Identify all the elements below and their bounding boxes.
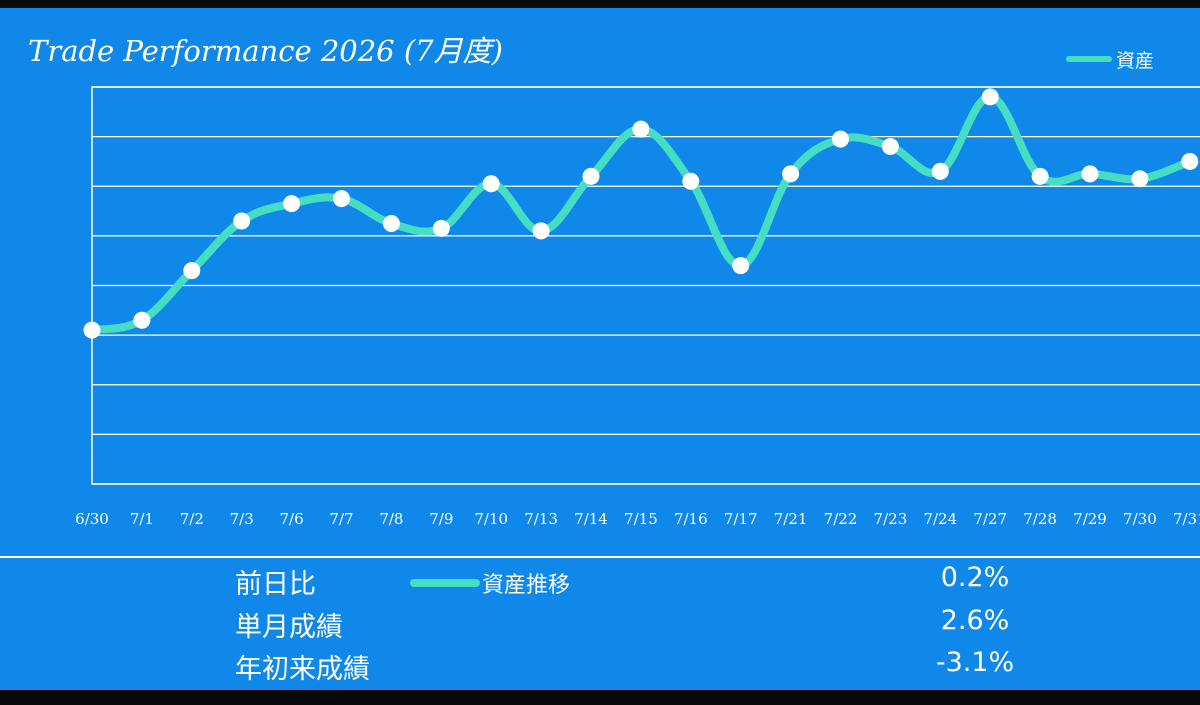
- x-tick-label: 7/6: [280, 510, 304, 528]
- x-tick-label: 7/2: [180, 510, 204, 528]
- legend-label: 資産: [1116, 49, 1155, 72]
- data-point: [782, 165, 800, 183]
- x-tick-label: 7/28: [1023, 510, 1057, 528]
- x-tick-label: 7/8: [379, 510, 403, 528]
- x-tick-label: 7/31: [1173, 510, 1200, 528]
- data-point: [83, 321, 101, 339]
- x-tick-label: 7/22: [824, 510, 858, 528]
- data-point: [832, 130, 849, 148]
- stat-label-daily-change: 前日比: [235, 569, 316, 600]
- data-point: [382, 214, 400, 232]
- x-tick-label: 7/3: [230, 510, 254, 528]
- footer-legend-swatch: [410, 579, 480, 587]
- data-point: [1081, 165, 1099, 183]
- stat-label-monthly: 単月成績: [235, 612, 343, 643]
- x-tick-label: 7/27: [973, 510, 1007, 528]
- x-tick-label: 7/21: [774, 510, 808, 528]
- x-tick-label: 7/17: [724, 510, 758, 528]
- stat-label-ytd: 年初来成績: [235, 654, 370, 685]
- data-point: [1131, 170, 1149, 188]
- data-point: [233, 212, 251, 230]
- divider: [0, 556, 1200, 558]
- data-point: [482, 175, 500, 193]
- x-tick-label: 7/16: [674, 510, 708, 528]
- x-tick-label: 7/23: [874, 510, 908, 528]
- x-tick-label: 7/14: [574, 510, 608, 528]
- x-tick-label: 7/9: [429, 510, 453, 528]
- chart-panel: Trade Performance 2026 (7月度) 資産 6/30 7/1 7…: [0, 8, 1200, 690]
- chart-title: Trade Performance 2026 (7月度): [28, 34, 503, 68]
- x-tick-label: 7/7: [329, 510, 353, 528]
- line-chart: 6/30 7/1 7/2 7/3 7/6 7/7 7/8 7/9 7/10 7/13 7/14 7/1…: [75, 86, 1200, 528]
- x-tick-label: 7/30: [1123, 510, 1157, 528]
- legend-swatch: [1066, 56, 1112, 62]
- stat-value-monthly: 2.6%: [940, 605, 1010, 636]
- x-tick-label: 7/24: [923, 510, 957, 528]
- x-tick-label: 7/1: [130, 510, 154, 528]
- footer-legend: 資産推移: [410, 568, 570, 598]
- stat-value-ytd: -3.1%: [935, 647, 1015, 678]
- x-tick-label: 7/15: [624, 510, 658, 528]
- data-point: [432, 219, 450, 237]
- data-point: [183, 262, 201, 280]
- stat-value-daily-change: 0.2%: [940, 562, 1010, 593]
- data-point: [333, 190, 350, 208]
- data-point: [1181, 152, 1199, 170]
- footer-legend-label: 資産推移: [482, 573, 571, 598]
- data-point: [133, 311, 151, 329]
- data-point: [931, 162, 949, 180]
- data-point: [981, 88, 999, 106]
- chart-legend: 資産: [1066, 44, 1154, 74]
- data-point: [632, 120, 650, 138]
- x-tick-label: 7/13: [524, 510, 558, 528]
- x-tick-label: 7/10: [474, 510, 508, 528]
- data-point: [582, 167, 600, 185]
- data-point: [283, 195, 301, 213]
- data-point: [1031, 167, 1049, 185]
- data-point: [881, 138, 899, 156]
- x-tick-label: 7/29: [1073, 510, 1107, 528]
- data-point: [532, 222, 550, 240]
- x-tick-label: 6/30: [75, 510, 109, 528]
- data-point: [682, 172, 700, 190]
- data-point: [732, 257, 750, 275]
